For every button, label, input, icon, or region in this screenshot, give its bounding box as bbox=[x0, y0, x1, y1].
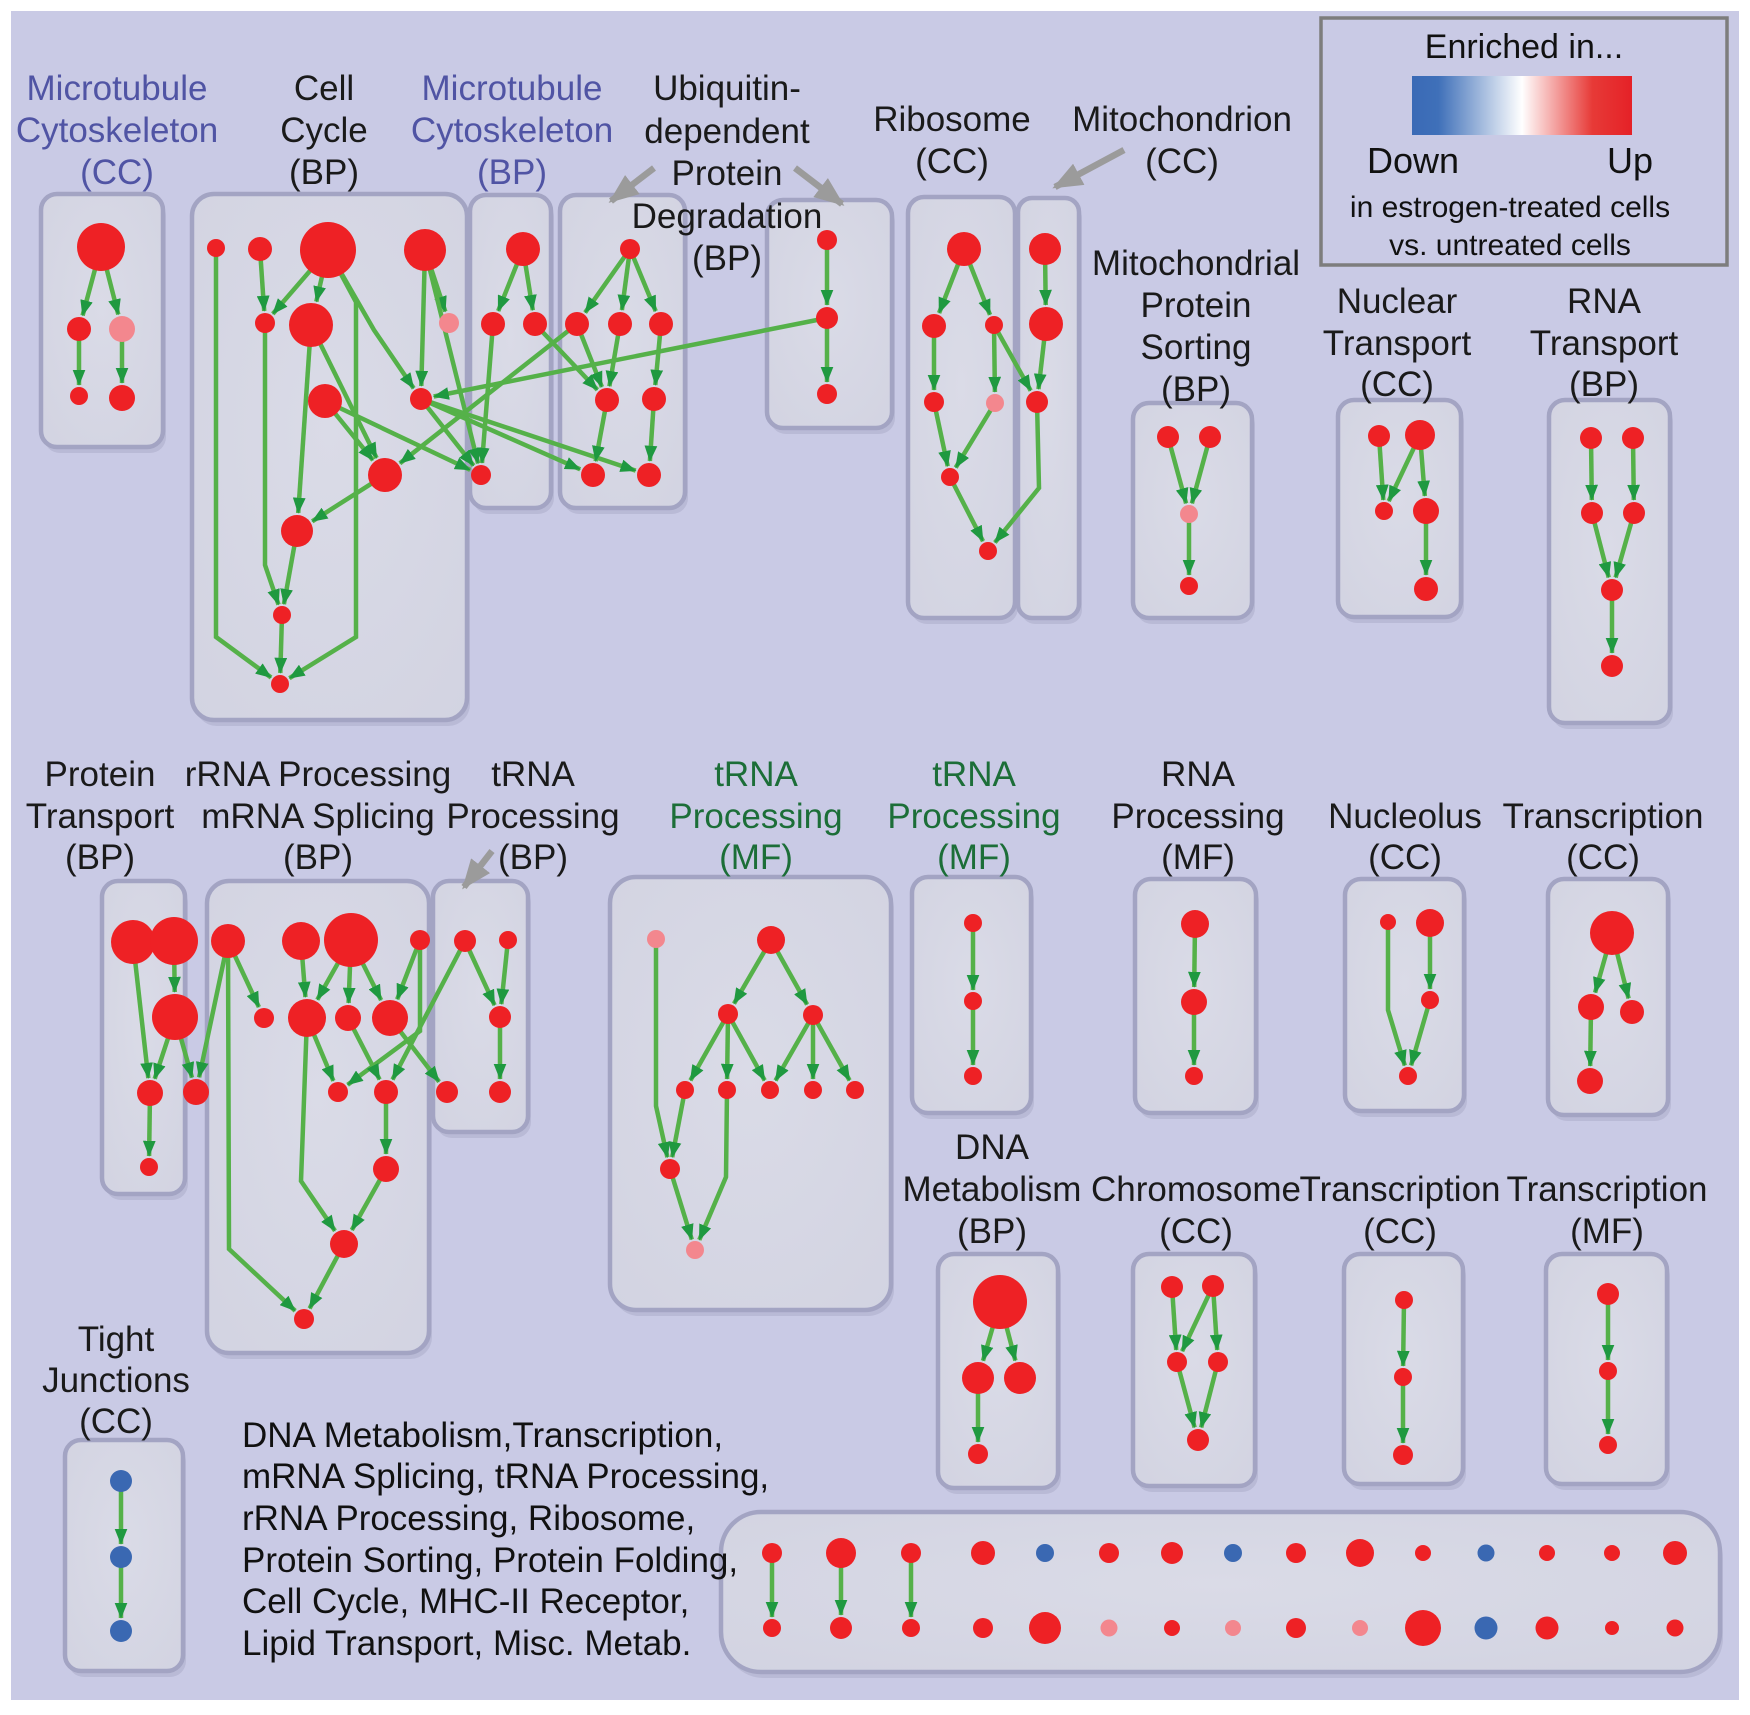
svg-text:Cycle: Cycle bbox=[280, 111, 368, 150]
svg-text:Degradation: Degradation bbox=[632, 197, 823, 236]
svg-text:Transcription: Transcription bbox=[1300, 1170, 1501, 1209]
svg-text:vs. untreated cells: vs. untreated cells bbox=[1389, 229, 1631, 262]
svg-text:rRNA Processing, Ribosome,: rRNA Processing, Ribosome, bbox=[242, 1499, 695, 1538]
svg-text:Cell: Cell bbox=[294, 69, 354, 108]
svg-text:Enriched in...: Enriched in... bbox=[1425, 28, 1623, 66]
svg-text:Processing: Processing bbox=[887, 797, 1060, 836]
svg-text:Transcription: Transcription bbox=[1503, 797, 1704, 836]
svg-text:(BP): (BP) bbox=[692, 239, 762, 278]
svg-text:tRNA: tRNA bbox=[714, 755, 798, 794]
svg-text:Protein: Protein bbox=[45, 755, 156, 794]
svg-text:Nuclear: Nuclear bbox=[1337, 282, 1458, 321]
svg-text:(BP): (BP) bbox=[1569, 365, 1639, 404]
svg-text:(CC): (CC) bbox=[1360, 365, 1434, 404]
svg-text:Transport: Transport bbox=[1530, 324, 1679, 363]
svg-text:(MF): (MF) bbox=[1161, 838, 1235, 877]
svg-text:Up: Up bbox=[1607, 140, 1653, 181]
svg-text:RNA: RNA bbox=[1567, 282, 1642, 321]
svg-text:mRNA Splicing, tRNA Processing: mRNA Splicing, tRNA Processing, bbox=[242, 1457, 769, 1496]
svg-text:dependent: dependent bbox=[644, 112, 810, 151]
svg-text:Chromosome: Chromosome bbox=[1091, 1170, 1301, 1209]
svg-text:Ubiquitin-: Ubiquitin- bbox=[653, 69, 801, 108]
svg-text:(CC): (CC) bbox=[1159, 1212, 1233, 1251]
svg-text:(CC): (CC) bbox=[1145, 142, 1219, 181]
svg-text:(MF): (MF) bbox=[719, 838, 793, 877]
svg-text:Sorting: Sorting bbox=[1141, 328, 1252, 367]
svg-text:(MF): (MF) bbox=[937, 838, 1011, 877]
svg-text:Transport: Transport bbox=[1323, 324, 1472, 363]
svg-text:Mitochondrial: Mitochondrial bbox=[1092, 244, 1300, 283]
svg-text:(CC): (CC) bbox=[915, 142, 989, 181]
svg-text:(BP): (BP) bbox=[283, 838, 353, 877]
svg-text:(BP): (BP) bbox=[289, 153, 359, 192]
svg-text:(CC): (CC) bbox=[1566, 838, 1640, 877]
svg-text:Protein: Protein bbox=[1141, 286, 1252, 325]
svg-text:in estrogen-treated cells: in estrogen-treated cells bbox=[1350, 191, 1670, 224]
svg-text:(BP): (BP) bbox=[477, 153, 547, 192]
svg-text:Protein: Protein bbox=[672, 154, 783, 193]
svg-text:tRNA: tRNA bbox=[491, 755, 575, 794]
svg-text:(CC): (CC) bbox=[80, 153, 154, 192]
svg-text:Mitochondrion: Mitochondrion bbox=[1072, 100, 1292, 139]
svg-text:Processing: Processing bbox=[446, 797, 619, 836]
svg-text:Metabolism: Metabolism bbox=[903, 1170, 1082, 1209]
svg-text:(BP): (BP) bbox=[65, 838, 135, 877]
svg-text:rRNA Processing: rRNA Processing bbox=[185, 755, 451, 794]
svg-text:(CC): (CC) bbox=[79, 1402, 153, 1441]
svg-text:(BP): (BP) bbox=[957, 1212, 1027, 1251]
svg-text:Cytoskeleton: Cytoskeleton bbox=[411, 111, 613, 150]
svg-text:Processing: Processing bbox=[1111, 797, 1284, 836]
svg-text:Lipid Transport, Misc. Metab.: Lipid Transport, Misc. Metab. bbox=[242, 1624, 691, 1663]
svg-text:Cytoskeleton: Cytoskeleton bbox=[16, 111, 218, 150]
svg-text:DNA Metabolism,Transcription,: DNA Metabolism,Transcription, bbox=[242, 1416, 723, 1455]
svg-text:Tight: Tight bbox=[78, 1320, 155, 1359]
svg-text:Down: Down bbox=[1367, 140, 1459, 181]
svg-text:Microtubule: Microtubule bbox=[27, 69, 208, 108]
svg-text:DNA: DNA bbox=[955, 1128, 1030, 1167]
svg-text:(CC): (CC) bbox=[1368, 838, 1442, 877]
svg-text:(MF): (MF) bbox=[1570, 1212, 1644, 1251]
svg-text:(BP): (BP) bbox=[1161, 370, 1231, 409]
svg-text:Transport: Transport bbox=[26, 797, 175, 836]
svg-text:Junctions: Junctions bbox=[42, 1361, 190, 1400]
svg-text:RNA: RNA bbox=[1161, 755, 1236, 794]
svg-text:mRNA Splicing: mRNA Splicing bbox=[201, 797, 434, 836]
svg-text:(BP): (BP) bbox=[498, 838, 568, 877]
svg-text:Microtubule: Microtubule bbox=[422, 69, 603, 108]
svg-text:Ribosome: Ribosome bbox=[873, 100, 1031, 139]
svg-text:tRNA: tRNA bbox=[932, 755, 1016, 794]
svg-text:Cell Cycle, MHC-II Receptor,: Cell Cycle, MHC-II Receptor, bbox=[242, 1582, 689, 1621]
svg-text:Protein Sorting, Protein Foldi: Protein Sorting, Protein Folding, bbox=[242, 1541, 738, 1580]
svg-text:Nucleolus: Nucleolus bbox=[1328, 797, 1482, 836]
svg-text:(CC): (CC) bbox=[1363, 1212, 1437, 1251]
svg-text:Transcription: Transcription bbox=[1507, 1170, 1708, 1209]
svg-text:Processing: Processing bbox=[669, 797, 842, 836]
